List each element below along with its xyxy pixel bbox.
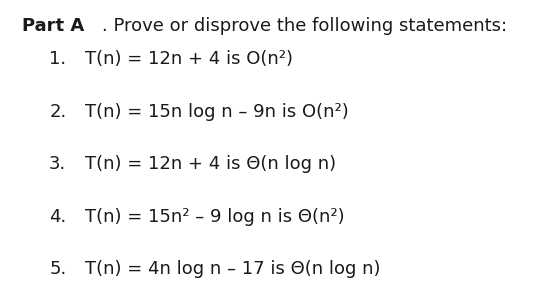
Text: 1.: 1. <box>49 50 66 68</box>
Text: 2.: 2. <box>49 103 67 121</box>
Text: T(n) = 12n + 4 is Θ(n log n): T(n) = 12n + 4 is Θ(n log n) <box>85 155 336 173</box>
Text: 4.: 4. <box>49 208 67 226</box>
Text: T(n) = 4n log n – 17 is Θ(n log n): T(n) = 4n log n – 17 is Θ(n log n) <box>85 260 380 278</box>
Text: Part A: Part A <box>22 17 84 35</box>
Text: T(n) = 15n log n – 9n is O(n²): T(n) = 15n log n – 9n is O(n²) <box>85 103 348 121</box>
Text: 3.: 3. <box>49 155 67 173</box>
Text: T(n) = 12n + 4 is O(n²): T(n) = 12n + 4 is O(n²) <box>85 50 293 68</box>
Text: 5.: 5. <box>49 260 67 278</box>
Text: T(n) = 15n² – 9 log n is Θ(n²): T(n) = 15n² – 9 log n is Θ(n²) <box>85 208 345 226</box>
Text: . Prove or disprove the following statements:: . Prove or disprove the following statem… <box>102 17 507 35</box>
